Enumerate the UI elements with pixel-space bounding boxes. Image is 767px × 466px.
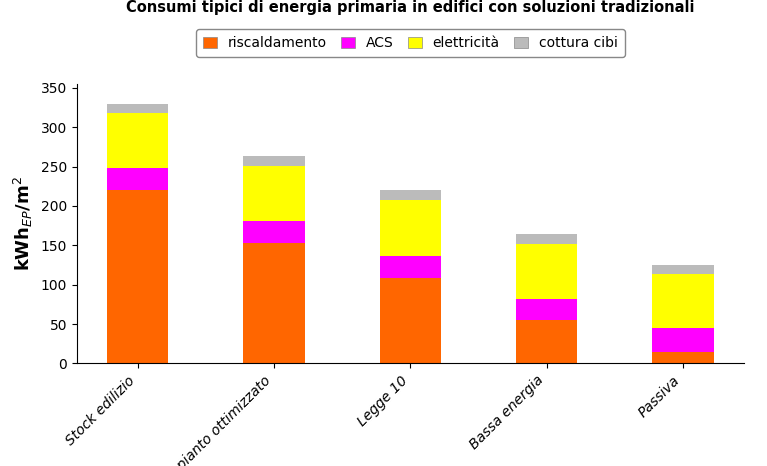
Bar bbox=[243, 156, 304, 166]
Bar bbox=[516, 299, 578, 320]
Bar bbox=[380, 278, 441, 363]
Bar bbox=[652, 274, 713, 328]
Title: Consumi tipici di energia primaria in edifici con soluzioni tradizionali: Consumi tipici di energia primaria in ed… bbox=[126, 0, 695, 14]
Bar bbox=[107, 103, 169, 113]
Bar bbox=[380, 190, 441, 199]
Bar bbox=[107, 113, 169, 168]
Bar bbox=[380, 199, 441, 256]
Bar bbox=[243, 243, 304, 363]
Bar bbox=[243, 221, 304, 243]
Bar bbox=[652, 328, 713, 352]
Bar bbox=[380, 256, 441, 278]
Bar bbox=[516, 320, 578, 363]
Bar bbox=[516, 244, 578, 299]
Legend: riscaldamento, ACS, elettricità, cottura cibi: riscaldamento, ACS, elettricità, cottura… bbox=[196, 29, 624, 57]
Bar bbox=[652, 265, 713, 274]
Y-axis label: kWh$_{EP}$/m$^2$: kWh$_{EP}$/m$^2$ bbox=[12, 176, 35, 271]
Bar bbox=[652, 352, 713, 363]
Bar bbox=[107, 190, 169, 363]
Bar bbox=[107, 168, 169, 190]
Bar bbox=[243, 166, 304, 221]
Bar bbox=[516, 234, 578, 244]
